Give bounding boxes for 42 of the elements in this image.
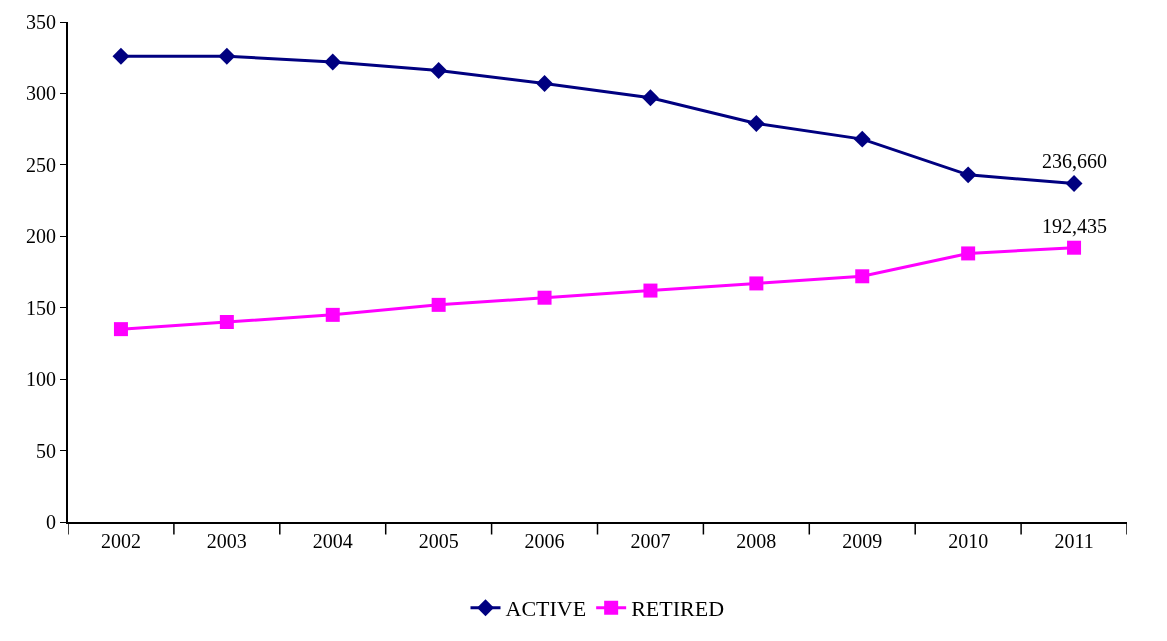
x-tick-label: 2010 bbox=[948, 530, 989, 552]
point bbox=[112, 47, 130, 65]
point bbox=[855, 269, 870, 284]
point bbox=[113, 322, 128, 337]
point bbox=[537, 290, 552, 305]
point bbox=[218, 47, 236, 65]
y-tick-label: 200 bbox=[26, 225, 56, 248]
x-tick-label: 2011 bbox=[1054, 530, 1094, 552]
point bbox=[961, 246, 976, 261]
point bbox=[430, 62, 448, 80]
x-tick-label: 2002 bbox=[100, 530, 141, 552]
point bbox=[959, 166, 977, 184]
x-tick-label: 2004 bbox=[312, 530, 353, 552]
point bbox=[431, 297, 446, 312]
point bbox=[1067, 240, 1082, 255]
point bbox=[324, 53, 342, 71]
point bbox=[1065, 174, 1083, 192]
point bbox=[853, 130, 871, 148]
x-tick-label: 2009 bbox=[842, 530, 883, 552]
legend-label: ACTIVE bbox=[505, 596, 587, 622]
y-tick-label: 100 bbox=[26, 368, 56, 391]
y-tick-label: 300 bbox=[26, 82, 56, 105]
y-tick-label: 0 bbox=[46, 511, 56, 533]
x-tick-label: 2007 bbox=[630, 530, 671, 552]
x-tick-label: 2005 bbox=[418, 530, 459, 552]
annotation: 236,660 bbox=[1042, 150, 1107, 172]
annotation: 192,435 bbox=[1042, 215, 1107, 237]
point bbox=[747, 114, 765, 132]
point bbox=[536, 74, 553, 92]
point bbox=[643, 283, 658, 298]
y-tick-label: 50 bbox=[36, 439, 56, 462]
point bbox=[749, 276, 764, 291]
y-tick-label: 250 bbox=[26, 153, 56, 176]
point bbox=[325, 307, 340, 322]
y-tick-label: 150 bbox=[26, 296, 56, 319]
x-tick-label: 2006 bbox=[524, 530, 565, 552]
legend-label: RETIRED bbox=[631, 596, 725, 622]
point bbox=[642, 89, 659, 107]
x-tick-label: 2008 bbox=[736, 530, 777, 552]
x-tick-label: 2003 bbox=[206, 530, 247, 552]
y-tick-label: 350 bbox=[26, 11, 56, 33]
point bbox=[219, 315, 234, 329]
